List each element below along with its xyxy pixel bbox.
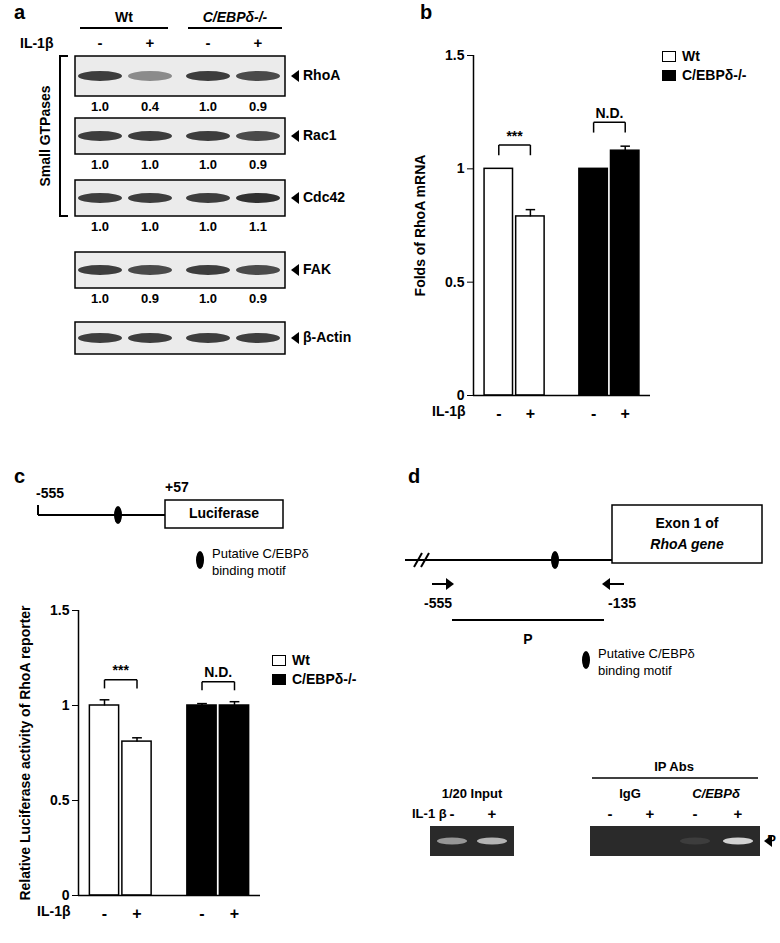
svg-text:1.5: 1.5 bbox=[445, 47, 465, 63]
svg-text:-: - bbox=[206, 34, 211, 51]
svg-text:-: - bbox=[450, 805, 455, 822]
svg-text:+: + bbox=[146, 34, 155, 51]
svg-text:+: + bbox=[621, 405, 630, 422]
svg-text:RhoA gene: RhoA gene bbox=[650, 536, 724, 552]
html-text:Wt: Wt bbox=[292, 652, 310, 668]
svg-text:-555: -555 bbox=[424, 595, 452, 611]
svg-text:binding motif: binding motif bbox=[212, 563, 286, 578]
svg-text:IL-1 β: IL-1 β bbox=[412, 806, 447, 821]
svg-text:-: - bbox=[693, 805, 698, 822]
svg-text:Putative C/EBPδ: Putative C/EBPδ bbox=[598, 646, 695, 661]
svg-text:+: + bbox=[646, 805, 655, 822]
svg-text:+: + bbox=[254, 34, 263, 51]
svg-text:0.9: 0.9 bbox=[249, 291, 267, 306]
svg-text:d: d bbox=[408, 465, 420, 487]
svg-text:FAK: FAK bbox=[303, 261, 331, 277]
svg-text:Putative C/EBPδ: Putative C/EBPδ bbox=[212, 546, 309, 561]
svg-text:-135: -135 bbox=[608, 595, 636, 611]
svg-text:0.5: 0.5 bbox=[445, 274, 465, 290]
svg-text:1.0: 1.0 bbox=[91, 99, 109, 114]
svg-text:1.0: 1.0 bbox=[91, 219, 109, 234]
svg-text:+: + bbox=[488, 805, 497, 822]
svg-text:-: - bbox=[608, 805, 613, 822]
svg-text:-: - bbox=[199, 905, 204, 922]
svg-text:N.D.: N.D. bbox=[204, 664, 232, 680]
svg-text:0.9: 0.9 bbox=[141, 291, 159, 306]
svg-text:binding motif: binding motif bbox=[598, 663, 672, 678]
svg-text:1/20 Input: 1/20 Input bbox=[442, 786, 503, 801]
svg-text:0.9: 0.9 bbox=[249, 157, 267, 172]
svg-text:1.0: 1.0 bbox=[199, 157, 217, 172]
svg-text:β-Actin: β-Actin bbox=[303, 329, 351, 345]
svg-text:Rac1: Rac1 bbox=[303, 127, 337, 143]
svg-text:IgG: IgG bbox=[619, 786, 641, 801]
svg-text:+: + bbox=[132, 905, 141, 922]
svg-text:1.0: 1.0 bbox=[199, 291, 217, 306]
svg-text:Cdc42: Cdc42 bbox=[303, 189, 345, 205]
svg-text:0: 0 bbox=[457, 387, 465, 403]
svg-text:IL-1β: IL-1β bbox=[20, 35, 54, 51]
svg-text:C/EBPδ-/-: C/EBPδ-/- bbox=[203, 9, 268, 25]
svg-text:-: - bbox=[102, 905, 107, 922]
svg-text:+: + bbox=[526, 405, 535, 422]
svg-text:1.5: 1.5 bbox=[50, 602, 70, 618]
svg-text:Luciferase: Luciferase bbox=[189, 505, 259, 521]
svg-text:RhoA: RhoA bbox=[303, 67, 340, 83]
svg-text:Folds of RhoA mRNA: Folds of RhoA mRNA bbox=[412, 155, 428, 297]
svg-text:-: - bbox=[591, 405, 596, 422]
svg-text:+: + bbox=[734, 805, 743, 822]
svg-text:1.0: 1.0 bbox=[199, 219, 217, 234]
svg-text:+57: +57 bbox=[165, 479, 189, 495]
svg-text:1.0: 1.0 bbox=[141, 219, 159, 234]
svg-text:0: 0 bbox=[62, 887, 70, 903]
svg-text:N.D.: N.D. bbox=[595, 105, 623, 121]
svg-text:-555: -555 bbox=[36, 485, 64, 501]
svg-text:***: *** bbox=[113, 662, 130, 678]
svg-text:1: 1 bbox=[62, 697, 70, 713]
svg-text:-: - bbox=[496, 405, 501, 422]
svg-text:0.5: 0.5 bbox=[50, 792, 70, 808]
svg-text:IL-1β: IL-1β bbox=[432, 403, 466, 419]
svg-text:a: a bbox=[14, 1, 26, 23]
svg-text:0.9: 0.9 bbox=[249, 99, 267, 114]
svg-text:IP Abs: IP Abs bbox=[654, 759, 694, 774]
svg-text:+: + bbox=[230, 905, 239, 922]
svg-text:1.0: 1.0 bbox=[91, 291, 109, 306]
svg-text:IL-1β: IL-1β bbox=[37, 903, 71, 919]
svg-text:Exon 1 of: Exon 1 of bbox=[655, 515, 718, 531]
svg-text:1.0: 1.0 bbox=[199, 99, 217, 114]
svg-text:Wt: Wt bbox=[115, 9, 133, 25]
svg-text:1.0: 1.0 bbox=[141, 157, 159, 172]
svg-text:1: 1 bbox=[457, 160, 465, 176]
svg-text:P: P bbox=[767, 832, 776, 847]
svg-text:1.0: 1.0 bbox=[91, 157, 109, 172]
svg-text:-: - bbox=[98, 34, 103, 51]
html-text:Wt: Wt bbox=[682, 48, 700, 64]
svg-text:1.1: 1.1 bbox=[249, 219, 267, 234]
html-text:C/EBPδ-/-: C/EBPδ-/- bbox=[682, 67, 747, 83]
svg-text:b: b bbox=[420, 1, 432, 23]
svg-text:Small GTPases: Small GTPases bbox=[37, 85, 53, 186]
svg-text:P: P bbox=[523, 631, 532, 647]
svg-text:Relative Luciferase activity o: Relative Luciferase activity of RhoA rep… bbox=[17, 605, 33, 901]
svg-text:C/EBPδ: C/EBPδ bbox=[692, 786, 740, 801]
svg-text:c: c bbox=[14, 465, 25, 487]
html-text:C/EBPδ-/-: C/EBPδ-/- bbox=[292, 671, 357, 687]
svg-text:0.4: 0.4 bbox=[141, 99, 160, 114]
svg-text:***: *** bbox=[506, 128, 523, 144]
